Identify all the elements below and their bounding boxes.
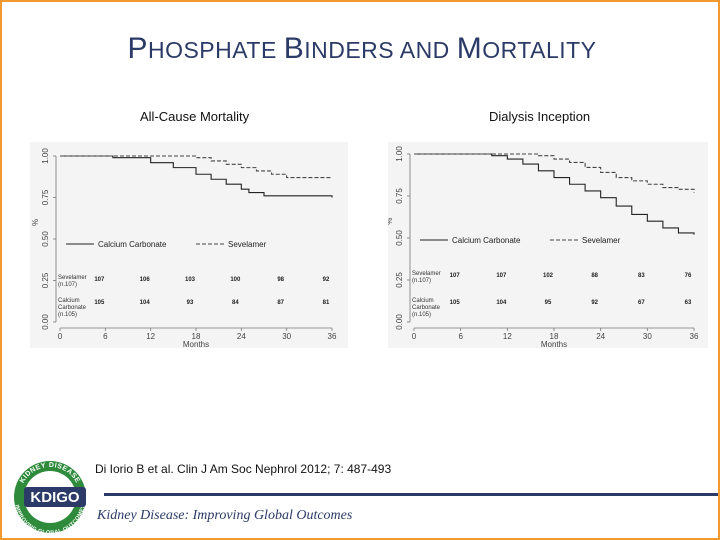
at-risk-value: 105 xyxy=(450,300,461,306)
at-risk-row-count: (n.107) xyxy=(412,278,431,284)
footer-rule xyxy=(104,493,718,496)
x-axis-label: Months xyxy=(183,340,209,348)
x-tick-label: 6 xyxy=(458,332,463,341)
logo-wordmark: KDIGO xyxy=(30,489,80,506)
legend-label-calcium-carbonate: Calcium Carbonate xyxy=(452,236,521,245)
at-risk-value: 88 xyxy=(591,273,598,279)
at-risk-value: 63 xyxy=(685,300,692,306)
chart-dialysis: 0 6 12 18 24 30 36 Months 0.00 0.25 0.50 0.75 1.00% C… xyxy=(388,142,708,348)
legend-label-calcium-carbonate: Calcium Carbonate xyxy=(98,240,167,249)
at-risk-value: 100 xyxy=(230,277,241,283)
at-risk-value: 92 xyxy=(323,277,330,283)
at-risk-row-count: (n.105) xyxy=(58,312,77,318)
x-tick-label: 24 xyxy=(596,332,605,341)
x-tick-label: 30 xyxy=(643,332,652,341)
at-risk-value: 102 xyxy=(543,273,554,279)
x-tick-label: 0 xyxy=(412,332,417,341)
x-axis-label: Months xyxy=(541,340,567,348)
x-tick-label: 12 xyxy=(503,332,512,341)
x-tick-label: 6 xyxy=(103,332,108,341)
citation: Di Iorio B et al. Clin J Am Soc Nephrol … xyxy=(95,462,392,476)
chart-mortality-svg: 0 6 12 18 24 30 36 Months 0.00 0.25 0.50 0.75 1.00% C… xyxy=(31,148,337,348)
title-part-2: BINDERS AND xyxy=(283,32,457,65)
at-risk-value: 103 xyxy=(185,277,196,283)
logo-wordmark-plate xyxy=(24,487,86,507)
at-risk-row-label: Sevelamer xyxy=(58,275,87,281)
title-part-3: MORTALITY xyxy=(456,32,597,65)
y-tick-label: 0.50 xyxy=(395,230,404,246)
x-tick-label: 18 xyxy=(550,332,559,341)
slide-title: PHOSPHATE BINDERS AND MORTALITY xyxy=(2,32,718,66)
series-line-calcium-carbonate xyxy=(414,153,695,235)
at-risk-row-label: Calcium xyxy=(58,298,80,304)
x-tick-label: 30 xyxy=(282,332,291,341)
x-tick-label: 24 xyxy=(237,332,246,341)
y-axis-label: % xyxy=(388,218,394,225)
y-tick-label: 1.00 xyxy=(41,148,50,164)
at-risk-value: 105 xyxy=(94,300,105,306)
chart-title-dialysis: Dialysis Inception xyxy=(489,109,591,124)
at-risk-value: 104 xyxy=(140,300,151,306)
at-risk-value: 76 xyxy=(685,273,692,279)
y-tick-label: 0.75 xyxy=(395,188,404,204)
x-tick-label: 0 xyxy=(58,332,63,341)
chart-title-mortality: All-Cause Mortality xyxy=(140,109,250,124)
at-risk-value: 106 xyxy=(140,277,151,283)
y-tick-label: 0.75 xyxy=(41,189,50,205)
at-risk-value: 93 xyxy=(187,300,194,306)
legend-label-sevelamer: Sevelamer xyxy=(228,240,267,249)
x-tick-label: 36 xyxy=(328,332,337,341)
chart-mortality: 0 6 12 18 24 30 36 Months 0.00 0.25 0.50 0.75 1.00% C… xyxy=(30,142,348,348)
at-risk-value: 81 xyxy=(323,300,330,306)
at-risk-row-label: Carbonate xyxy=(58,305,87,311)
x-tick-label: 12 xyxy=(146,332,155,341)
series-line-sevelamer xyxy=(414,153,695,193)
at-risk-value: 107 xyxy=(94,277,105,283)
legend-label-sevelamer: Sevelamer xyxy=(582,236,621,245)
kdigo-logo: KIDNEY DISEASE IMPROVING GLOBAL OUTCOMES… xyxy=(10,457,94,536)
y-tick-label: 0.50 xyxy=(41,231,50,247)
x-tick-label: 36 xyxy=(690,332,699,341)
series-line-calcium-carbonate xyxy=(60,155,333,198)
y-axis-label: % xyxy=(31,219,40,226)
at-risk-value: 67 xyxy=(638,300,645,306)
at-risk-value: 104 xyxy=(496,300,507,306)
at-risk-value: 107 xyxy=(450,273,461,279)
at-risk-value: 95 xyxy=(545,300,552,306)
y-tick-label: 0.00 xyxy=(41,314,50,330)
at-risk-value: 98 xyxy=(277,277,284,283)
footer-text: Kidney Disease: Improving Global Outcome… xyxy=(97,508,353,523)
at-risk-value: 83 xyxy=(638,273,645,279)
at-risk-value: 107 xyxy=(496,273,507,279)
chart-dialysis-svg: 0 6 12 18 24 30 36 Months 0.00 0.25 0.50 0.75 1.00% C… xyxy=(388,146,699,348)
series-line-sevelamer xyxy=(60,155,332,179)
at-risk-value: 92 xyxy=(591,300,598,306)
at-risk-row-count: (n.105) xyxy=(412,312,431,318)
at-risk-row-label: Calcium xyxy=(412,298,434,304)
y-tick-label: 0.25 xyxy=(395,272,404,288)
at-risk-row-label: Carbonate xyxy=(412,305,441,311)
at-risk-row-label: Sevelamer xyxy=(412,271,441,277)
title-part-1: PHOSPHATE xyxy=(127,32,284,65)
at-risk-value: 87 xyxy=(277,300,284,306)
y-tick-label: 0.00 xyxy=(395,314,404,330)
y-tick-label: 0.25 xyxy=(41,272,50,288)
x-tick-label: 18 xyxy=(192,332,201,341)
at-risk-value: 84 xyxy=(232,300,239,306)
y-tick-label: 1.00 xyxy=(395,146,404,162)
at-risk-row-count: (n.107) xyxy=(58,282,77,288)
